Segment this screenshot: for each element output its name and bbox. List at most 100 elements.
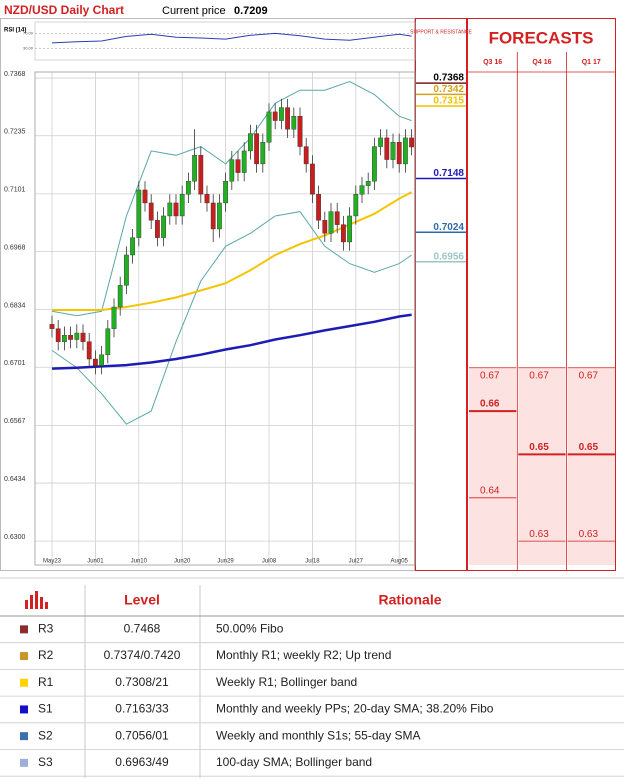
candle-body <box>192 155 197 182</box>
row-label: R3 <box>38 622 54 636</box>
sr-label: 0.6956 <box>433 251 464 262</box>
candle-body <box>123 254 129 286</box>
candle-body <box>396 142 402 165</box>
row-label: S2 <box>38 728 53 742</box>
subtitle: Current price <box>162 5 226 17</box>
indicator-line <box>51 80 412 317</box>
candle-body <box>161 215 166 238</box>
candle-body <box>130 237 135 256</box>
forecast-label: 0.65 <box>579 442 599 453</box>
row-marker <box>20 758 28 767</box>
forecast-label: 0.63 <box>579 529 599 540</box>
rsi-tick-label: 70.00 <box>23 30 34 35</box>
chart-frame <box>0 18 415 571</box>
x-tick-label: Jul08 <box>262 559 277 565</box>
candle-body <box>154 220 160 238</box>
sr-frame <box>415 18 467 571</box>
row-level: 0.7163/33 <box>115 702 169 716</box>
candle-body <box>341 224 346 243</box>
candle-body <box>179 194 185 217</box>
plot-frame <box>34 71 416 566</box>
forecast-title: FORECASTS <box>489 28 594 47</box>
x-tick-label: Jul27 <box>349 559 364 565</box>
forecast-range <box>518 367 566 565</box>
candle-body <box>365 181 371 186</box>
candle-body <box>328 211 334 234</box>
candle-body <box>185 181 191 195</box>
candle-body <box>167 202 173 217</box>
y-tick-label: 0.6968 <box>4 244 26 251</box>
x-tick-label: Jun20 <box>174 559 191 565</box>
candle-body <box>353 194 359 217</box>
candle-body <box>68 334 74 340</box>
rsi-tick-label: 30.00 <box>23 46 34 51</box>
row-marker <box>20 652 28 661</box>
forecast-label: 0.67 <box>529 370 549 381</box>
sr-label: 0.7148 <box>433 168 464 179</box>
candle-body <box>384 137 390 160</box>
row-level: 0.7056/01 <box>115 728 169 742</box>
candle-body <box>204 194 210 204</box>
candle-body <box>235 159 241 173</box>
candle-body <box>378 137 383 147</box>
table-header: Level <box>124 592 160 608</box>
rsi-title: RSI (14) <box>4 28 26 34</box>
row-level: 0.7308/21 <box>115 675 169 689</box>
candle-body <box>279 107 284 121</box>
row-marker <box>20 732 28 741</box>
row-level: 0.7468 <box>124 622 161 636</box>
candle-body <box>117 285 123 308</box>
candle-body <box>62 334 67 342</box>
row-rationale: Weekly R1; Bollinger band <box>216 675 357 689</box>
forecast-label: 0.64 <box>480 485 500 496</box>
row-label: S1 <box>38 702 53 716</box>
candle-body <box>390 142 396 160</box>
forecast-frame <box>467 18 616 571</box>
candle-body <box>86 341 92 360</box>
candle-body <box>347 215 352 243</box>
sr-label: 0.7342 <box>433 84 464 95</box>
candle-body <box>247 133 253 152</box>
sr-label: 0.7024 <box>433 222 464 233</box>
candle-body <box>210 202 216 230</box>
candle-body <box>105 328 111 355</box>
candle-body <box>291 116 297 130</box>
table-header: Rationale <box>378 592 441 608</box>
candle-body <box>74 332 80 340</box>
candle-body <box>148 202 154 221</box>
candle-body <box>216 202 222 230</box>
y-tick-label: 0.6701 <box>4 360 26 367</box>
candle-body <box>297 116 303 147</box>
x-tick-label: Jun10 <box>131 559 148 565</box>
candle-body <box>80 332 86 342</box>
candle-body <box>303 146 309 165</box>
forecast-col-label: Q3 16 <box>483 59 502 66</box>
candle-body <box>403 137 408 165</box>
forecast-label: 0.67 <box>480 370 500 381</box>
x-tick-label: Aug05 <box>391 559 409 565</box>
candle-body <box>310 163 315 195</box>
rsi-line <box>51 32 412 44</box>
row-rationale: Monthly and weekly PPs; 20-day SMA; 38.2… <box>216 702 494 716</box>
candle-body <box>272 111 278 121</box>
row-label: S3 <box>38 755 53 769</box>
row-label: R2 <box>38 648 54 662</box>
candle-body <box>198 155 204 195</box>
candle-body <box>316 194 321 221</box>
candle-body <box>359 185 365 195</box>
row-marker <box>20 625 28 634</box>
candle-body <box>409 137 414 148</box>
current-price: 0.7209 <box>234 5 268 17</box>
y-tick-label: 0.7368 <box>4 71 26 78</box>
sr-label: 0.7368 <box>433 73 464 84</box>
candle-body <box>322 220 328 234</box>
row-marker <box>20 678 28 687</box>
row-rationale: 100-day SMA; Bollinger band <box>216 755 372 769</box>
row-level: 0.6963/49 <box>115 755 169 769</box>
forecast-col-label: Q4 16 <box>532 59 551 66</box>
chart-title: NZD/USD Daily Chart <box>4 3 124 17</box>
candle-body <box>142 189 148 204</box>
indicator-line <box>51 313 412 370</box>
y-tick-label: 0.7101 <box>4 187 26 194</box>
row-level: 0.7374/0.7420 <box>104 648 181 662</box>
